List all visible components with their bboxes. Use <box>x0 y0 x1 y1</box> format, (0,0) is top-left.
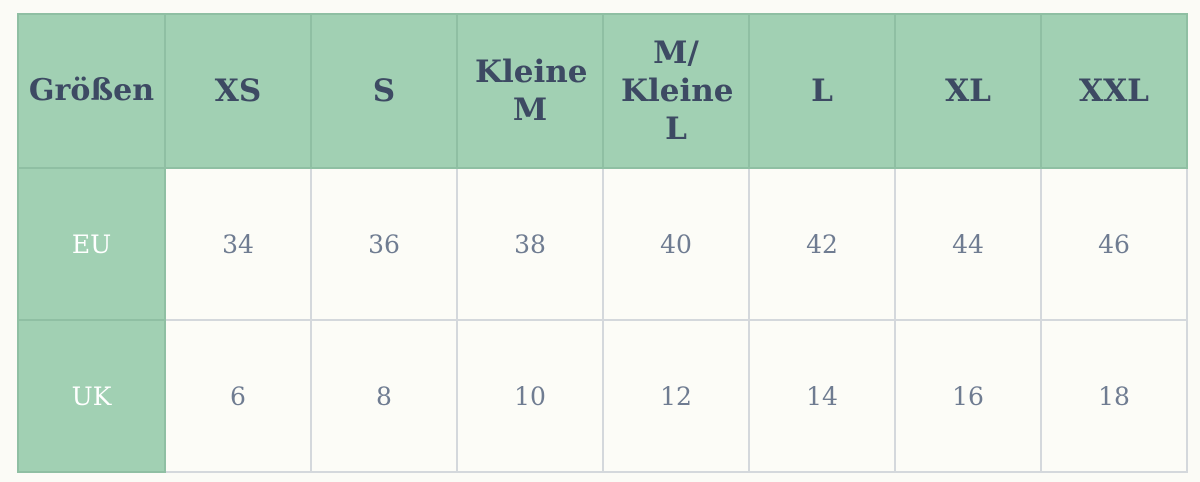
cell: 42 <box>748 167 896 321</box>
cell: 6 <box>164 319 312 473</box>
cell: 36 <box>310 167 458 321</box>
header-kleine-m-label: Kleine M <box>475 54 588 128</box>
header-m-kleine-l: M/ Kleine L <box>602 13 750 169</box>
cell: 12 <box>602 319 750 473</box>
header-sizes: Größen <box>17 13 166 169</box>
cell: 44 <box>894 167 1042 321</box>
header-xl: XL <box>894 13 1042 169</box>
cell: 10 <box>456 319 604 473</box>
header-s: S <box>310 13 458 169</box>
size-chart-table: Größen XS S Kleine M M/ Kleine L L XL XX… <box>17 13 1188 473</box>
header-l: L <box>748 13 896 169</box>
table-row-eu: EU 34 36 38 40 42 44 46 <box>17 167 1188 321</box>
cell: 18 <box>1040 319 1188 473</box>
row-label-eu: EU <box>17 167 166 321</box>
table-row-uk: UK 6 8 10 12 14 16 18 <box>17 319 1188 473</box>
header-row: Größen XS S Kleine M M/ Kleine L L XL XX… <box>17 13 1188 169</box>
cell: 46 <box>1040 167 1188 321</box>
cell: 38 <box>456 167 604 321</box>
cell: 34 <box>164 167 312 321</box>
cell: 16 <box>894 319 1042 473</box>
cell: 8 <box>310 319 458 473</box>
header-xxl: XXL <box>1040 13 1188 169</box>
header-kleine-m: Kleine M <box>456 13 604 169</box>
cell: 14 <box>748 319 896 473</box>
cell: 40 <box>602 167 750 321</box>
row-label-uk: UK <box>17 319 166 473</box>
header-m-kleine-l-label: M/ Kleine L <box>621 35 734 147</box>
header-xs: XS <box>164 13 312 169</box>
